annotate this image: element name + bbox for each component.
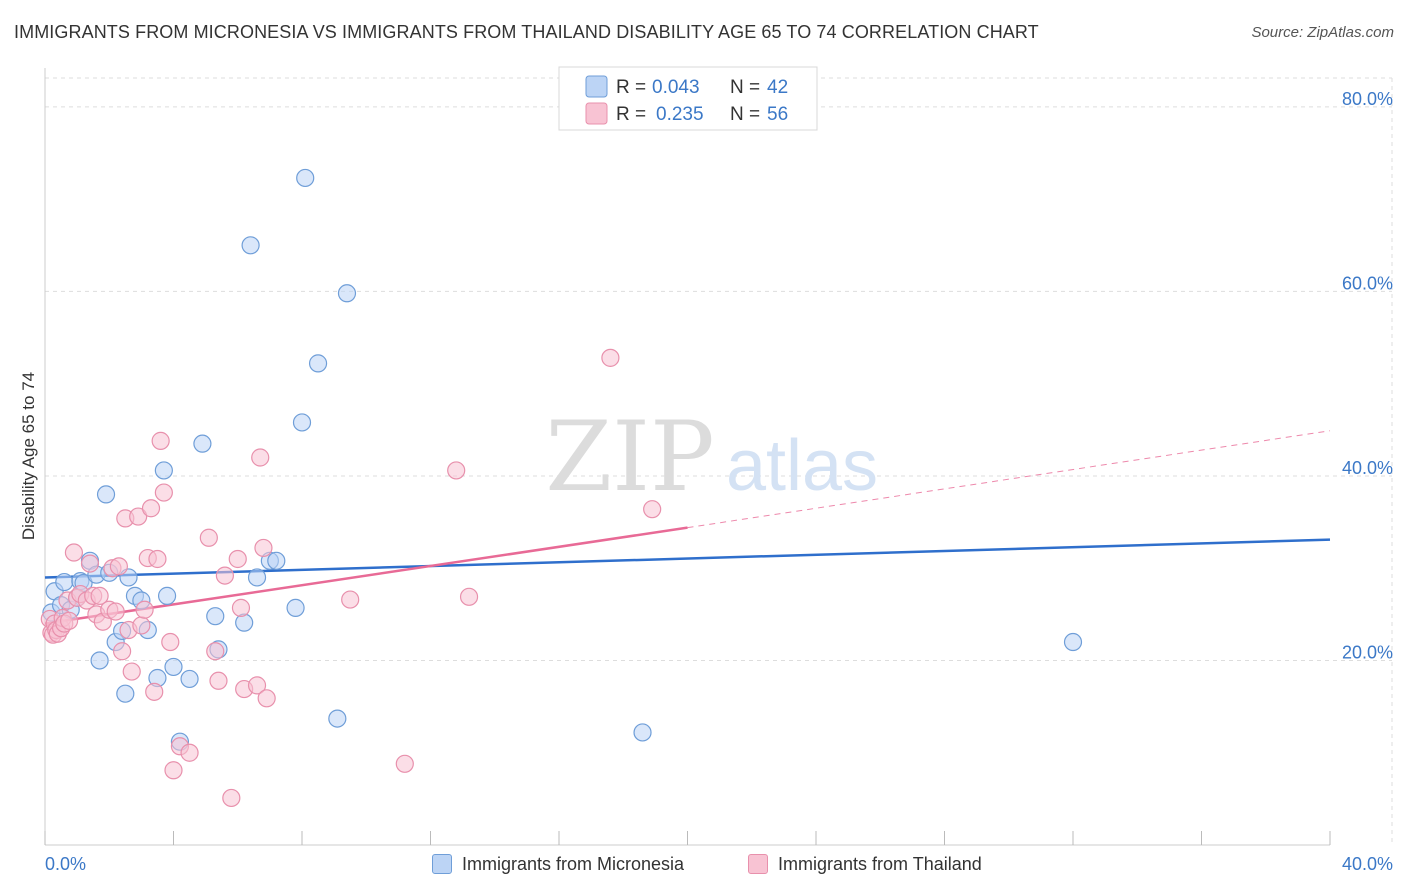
y-tick-label: 60.0% (1342, 273, 1393, 293)
thailand-point (141, 499, 161, 518)
thailand-point (601, 348, 620, 367)
chart-title: IMMIGRANTS FROM MICRONESIA VS IMMIGRANTS… (14, 22, 1039, 42)
micronesia-point (164, 657, 183, 677)
thailand-point (643, 500, 662, 519)
watermark-atlas: atlas (726, 426, 878, 506)
thailand-point (341, 590, 360, 609)
thailand-point (64, 543, 84, 562)
micronesia-point (247, 568, 267, 587)
legend-n-value-thailand: 56 (767, 104, 788, 125)
legend-r-value-thailand: 0.235 (656, 104, 704, 125)
thailand-point (251, 448, 270, 467)
micronesia-point (633, 723, 652, 742)
thailand-point (459, 587, 479, 606)
thailand-point (215, 566, 234, 585)
thailand-point (154, 483, 173, 502)
thailand-point (161, 632, 180, 652)
micronesia-point (96, 485, 116, 504)
x-tick-label: 40.0% (1342, 854, 1393, 874)
micronesia-point (90, 651, 109, 670)
thailand-point (228, 549, 247, 569)
micronesia-point (286, 598, 305, 617)
micronesia-point (116, 684, 135, 703)
y-axis-label: Disability Age 65 to 74 (19, 372, 38, 540)
x-tick-label: 0.0% (45, 854, 86, 874)
micronesia-point (193, 434, 212, 453)
y-tick-label: 80.0% (1342, 89, 1393, 109)
thailand-point (199, 528, 218, 547)
gridlines (45, 77, 1393, 845)
bottom-legend-label-micronesia: Immigrants from Micronesia (462, 853, 685, 874)
bottom-legend-thailand: Immigrants from Thailand (748, 850, 982, 878)
legend-swatch-thailand (585, 102, 608, 125)
thailand-point (145, 682, 164, 701)
bottom-legend-swatch-micronesia (432, 854, 452, 874)
legend-r-label-micronesia: R = (616, 77, 646, 98)
thailand-point (447, 461, 466, 480)
thailand-point (395, 754, 414, 773)
thailand-point (206, 642, 225, 661)
legend-n-value-micronesia: 42 (767, 77, 788, 98)
micronesia-point (328, 709, 347, 728)
trend-line-thailand-extrapolated (687, 430, 1331, 529)
thailand-point (209, 671, 228, 690)
thailand-point (80, 554, 100, 573)
micronesia-point (154, 461, 173, 480)
thailand-point (122, 662, 141, 681)
thailand-point (135, 600, 154, 619)
micronesia-point (157, 586, 177, 605)
y-tick-label: 40.0% (1342, 458, 1393, 478)
micronesia-point (292, 413, 312, 432)
micronesia-point (180, 669, 199, 689)
legend-r-label-thailand: R = (616, 104, 646, 125)
legend-box: R = 0.043 N = 42 R = 0.235 N = 56 (558, 66, 818, 131)
thailand-point (257, 689, 276, 708)
thailand-point (59, 611, 79, 630)
legend-r-value-micronesia: 0.043 (652, 77, 700, 98)
axes: 20.0% 40.0% 60.0% 80.0% 0.0% 40.0% (44, 68, 1393, 874)
bottom-legend-micronesia: Immigrants from Micronesia (432, 850, 684, 878)
thailand-point (148, 549, 167, 569)
watermark-zip: ZIP (545, 401, 714, 513)
thailand-point (247, 676, 267, 695)
thailand-point (106, 602, 125, 621)
thailand-point (90, 586, 109, 605)
thailand-point (231, 598, 251, 617)
y-tick-label: 20.0% (1342, 642, 1393, 662)
thailand-point (222, 788, 241, 808)
micronesia-point (308, 354, 328, 373)
watermark: ZIP atlas (545, 401, 878, 513)
data-points (40, 168, 1083, 808)
micronesia-point (337, 284, 357, 303)
legend-n-label-micronesia: N = (730, 77, 760, 98)
micronesia-point (55, 572, 74, 592)
micronesia-point (235, 613, 254, 632)
thailand-point (164, 761, 183, 780)
micronesia-point (296, 168, 315, 188)
thailand-point (109, 557, 128, 576)
thailand-point (180, 743, 199, 762)
micronesia-point (1063, 632, 1083, 652)
legend-n-label-thailand: N = (730, 104, 760, 125)
micronesia-point (206, 607, 225, 626)
micronesia-point (241, 236, 260, 255)
chart-source: Source: ZipAtlas.com (1251, 24, 1394, 41)
thailand-point (129, 507, 148, 526)
micronesia-point (267, 551, 286, 570)
thailand-point (254, 538, 273, 558)
bottom-legend-label-thailand: Immigrants from Thailand (778, 853, 982, 874)
legend-swatch-micronesia (585, 75, 608, 98)
thailand-point (132, 616, 151, 635)
bottom-legend-swatch-thailand (748, 854, 768, 874)
thailand-point (151, 431, 170, 450)
thailand-point (112, 642, 132, 661)
